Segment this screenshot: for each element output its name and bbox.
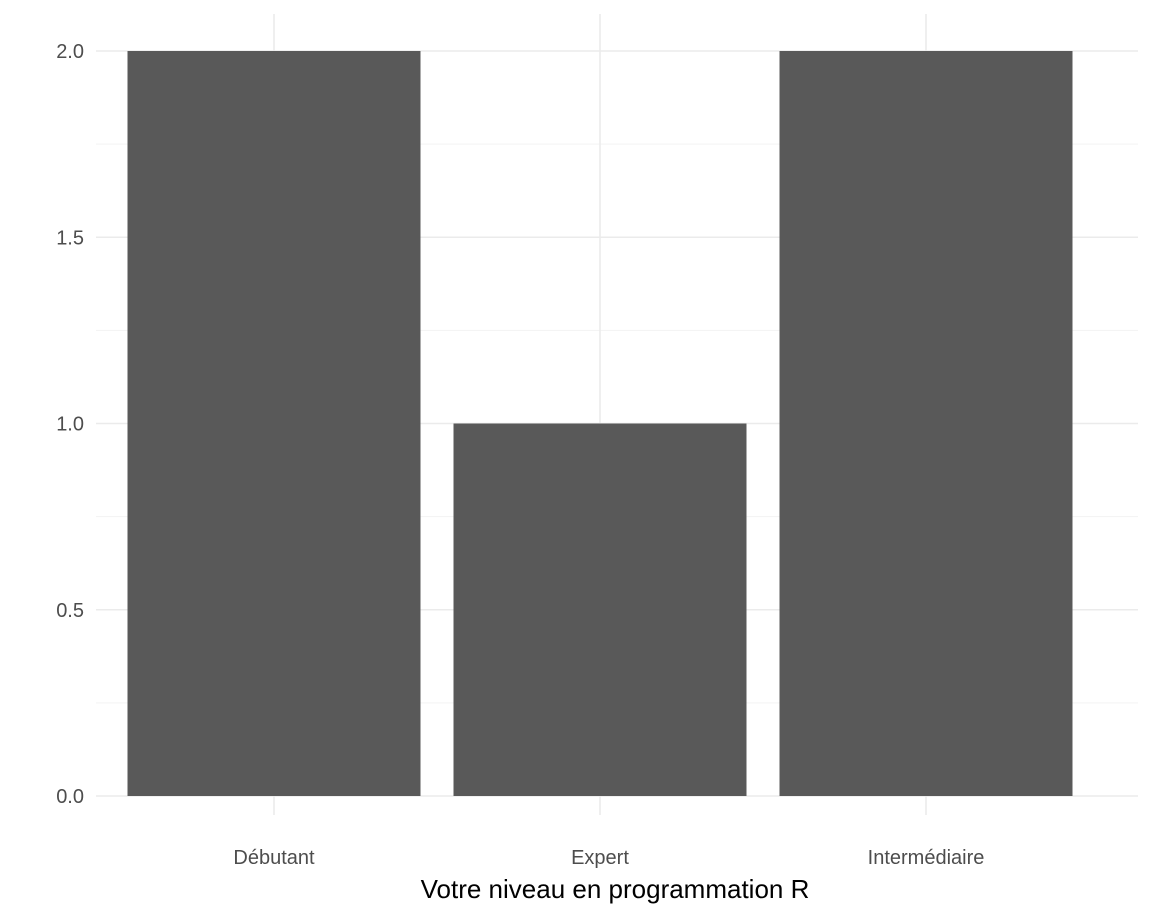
x-tick-label: Intermédiaire (868, 847, 985, 869)
bar-Expert (453, 423, 747, 796)
y-tick-label: 0.0 (56, 786, 84, 808)
y-tick-label: 1.5 (56, 227, 84, 249)
x-axis-ticks: Débutant Expert Intermédiaire (233, 847, 984, 869)
bar-Intermédiaire (779, 51, 1073, 796)
x-tick-label: Débutant (233, 847, 315, 869)
x-tick-label: Expert (571, 847, 629, 869)
bars (127, 51, 1073, 796)
y-tick-label: 1.0 (56, 414, 84, 436)
x-axis-title: Votre niveau en programmation R (421, 874, 810, 904)
bar-Débutant (127, 51, 421, 796)
y-axis-ticks: 0.0 0.5 1.0 1.5 2.0 (56, 41, 84, 808)
y-tick-label: 2.0 (56, 41, 84, 63)
y-tick-label: 0.5 (56, 600, 84, 622)
